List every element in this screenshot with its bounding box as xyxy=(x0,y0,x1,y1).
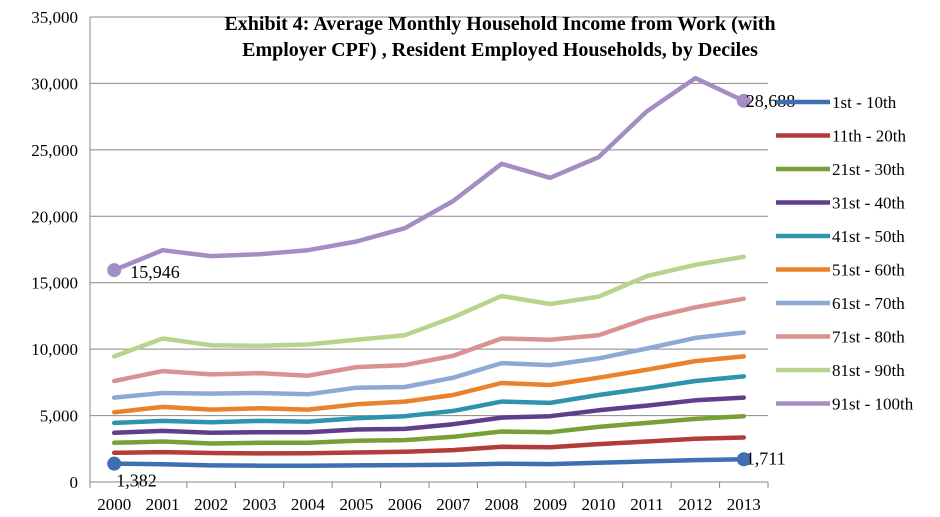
y-tick-label: 5,000 xyxy=(40,407,78,426)
x-tick-label: 2009 xyxy=(533,495,567,514)
x-tick-label: 2000 xyxy=(97,495,131,514)
x-tick-label: 2007 xyxy=(436,495,471,514)
legend-entry: 1st - 10th xyxy=(832,93,897,112)
y-tick-label: 35,000 xyxy=(31,8,78,27)
data-label: 1,711 xyxy=(746,448,786,468)
legend-entry: 31st - 40th xyxy=(832,194,905,213)
x-tick-label: 2004 xyxy=(291,495,326,514)
y-tick-label: 15,000 xyxy=(31,274,78,293)
data-labels: 1,382 1,711 15,946 28,688 xyxy=(116,91,795,491)
series-lines xyxy=(111,75,747,468)
series-line xyxy=(111,75,747,273)
legend-entry: 21st - 30th xyxy=(832,160,905,179)
series-line xyxy=(111,413,747,446)
x-tick-label: 2003 xyxy=(243,495,277,514)
legend-entry: 41st - 50th xyxy=(832,227,905,246)
x-axis-tick-labels: 2000 2001 2002 2003 2004 2005 2006 2007 2008 2009… xyxy=(97,495,761,514)
series-line xyxy=(111,330,747,400)
y-tick-label: 25,000 xyxy=(31,141,78,160)
series-line xyxy=(111,457,747,468)
data-point-marker xyxy=(736,452,751,467)
legend-entry: 91st - 100th xyxy=(832,395,914,414)
endpoint-markers xyxy=(107,93,751,471)
series-line xyxy=(111,374,747,426)
series-line xyxy=(111,435,747,456)
series-line xyxy=(111,395,747,436)
x-tick-label: 2005 xyxy=(339,495,373,514)
x-tick-label: 2010 xyxy=(582,495,616,514)
legend-entry: 61st - 70th xyxy=(832,294,905,313)
data-label: 1,382 xyxy=(116,471,157,491)
x-tick-label: 2011 xyxy=(630,495,663,514)
legend-entry: 11th - 20th xyxy=(832,127,906,146)
chart-title-line-2: Employer CPF) , Resident Employed Househ… xyxy=(242,39,758,61)
data-point-marker xyxy=(107,263,122,278)
chart-title-line-1: Exhibit 4: Average Monthly Household Inc… xyxy=(224,13,775,35)
x-tick-label: 2008 xyxy=(485,495,519,514)
y-tick-label: 0 xyxy=(70,473,79,492)
y-axis-tick-labels: 0 5,000 10,000 15,000 20,000 25,000 30,000 35,0… xyxy=(31,8,78,492)
legend-entry: 81st - 90th xyxy=(832,361,905,380)
legend: 1st - 10th 11th - 20th 21st - 30th 31st - 4… xyxy=(776,93,914,414)
y-tick-label: 10,000 xyxy=(31,340,78,359)
x-tick-label: 2006 xyxy=(388,495,422,514)
axes xyxy=(89,17,769,488)
y-tick-label: 20,000 xyxy=(31,207,78,226)
legend-entry: 71st - 80th xyxy=(832,328,905,347)
x-tick-label: 2012 xyxy=(678,495,712,514)
data-label: 15,946 xyxy=(130,262,180,282)
series-line xyxy=(111,254,747,359)
series-line xyxy=(111,296,747,384)
data-label: 28,688 xyxy=(746,91,796,111)
series-line xyxy=(111,354,747,415)
data-point-marker xyxy=(107,456,122,471)
x-tick-label: 2013 xyxy=(727,495,761,514)
y-tick-label: 30,000 xyxy=(31,74,78,93)
chart-title: Exhibit 4: Average Monthly Household Inc… xyxy=(224,13,775,61)
x-tick-label: 2002 xyxy=(194,495,228,514)
legend-entry: 51st - 60th xyxy=(832,261,905,280)
data-point-marker xyxy=(736,93,751,108)
x-tick-label: 2001 xyxy=(146,495,180,514)
